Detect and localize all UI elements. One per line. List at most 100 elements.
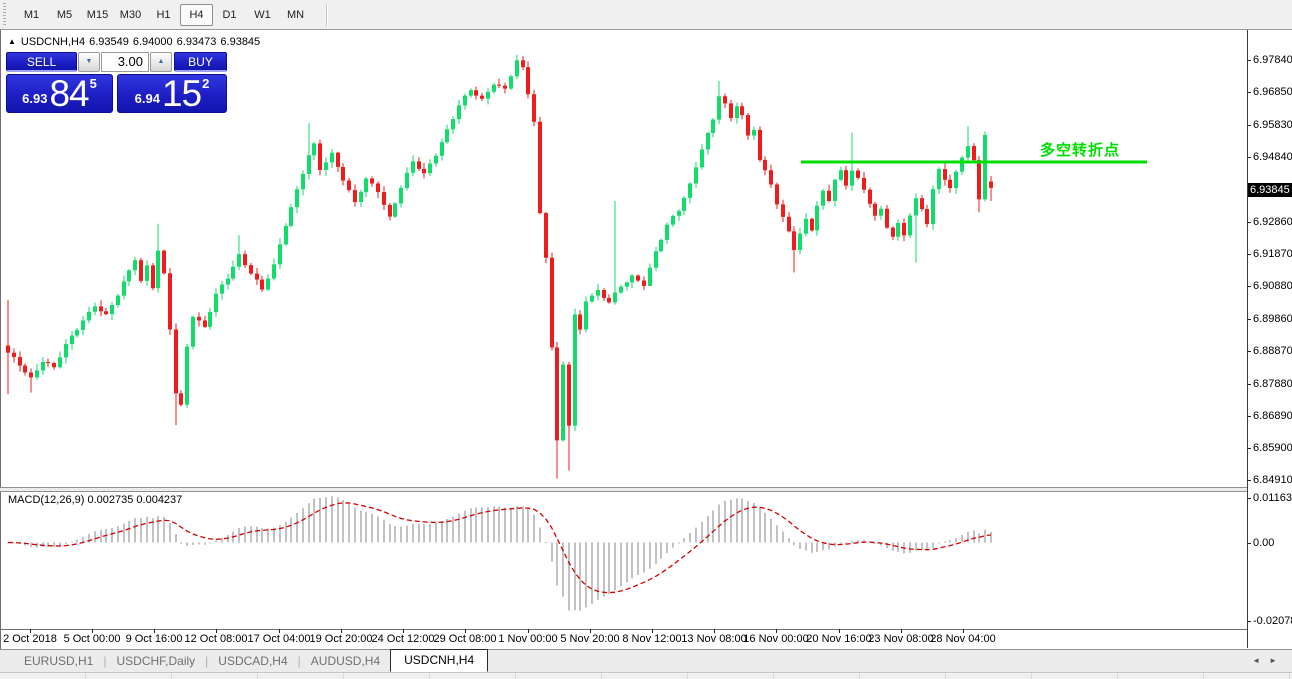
price-axis-label: 6.84910 <box>1253 474 1292 486</box>
macd-bottom-border <box>0 629 1247 630</box>
time-axis-tick <box>92 629 93 633</box>
time-axis-label: 5 Nov 20:00 <box>560 633 620 645</box>
chart-symbol-label: USDCNH,H4 <box>20 36 86 48</box>
timeframe-button-m15[interactable]: M15 <box>86 8 109 21</box>
time-axis-tick <box>963 629 964 633</box>
time-axis-tick <box>901 629 902 633</box>
chart-tab-eurusd-h1[interactable]: EURUSD,H1 <box>24 654 94 668</box>
ohlc-high: 6.94000 <box>132 36 173 48</box>
buy-price-point: 2 <box>202 76 210 91</box>
price-axis-tick <box>1247 60 1251 61</box>
collapse-panel-icon[interactable]: ▲ <box>8 37 16 46</box>
time-axis-tick <box>714 629 715 633</box>
candlestick-chart[interactable] <box>1 30 1247 487</box>
timeframe-button-d1[interactable]: D1 <box>222 8 237 21</box>
status-bar <box>0 672 1292 679</box>
price-axis-label: 6.85900 <box>1253 442 1292 454</box>
chart-tab-audusd-h4[interactable]: AUDUSD,H4 <box>310 654 381 668</box>
time-axis-label: 2 Oct 2018 <box>3 633 57 645</box>
macd-indicator-chart[interactable] <box>1 490 1247 629</box>
price-axis-label: 6.94840 <box>1253 151 1292 163</box>
current-price-tag: 6.93845 <box>1248 183 1292 197</box>
price-axis-label: 6.97840 <box>1253 54 1292 66</box>
price-axis-tick <box>1247 157 1251 158</box>
buy-price-prefix: 6.94 <box>134 91 160 106</box>
price-axis-tick <box>1247 286 1251 287</box>
price-axis-label: 6.91870 <box>1253 248 1292 260</box>
time-axis-label: 8 Nov 12:00 <box>622 633 682 645</box>
timeframe-button-mn[interactable]: MN <box>286 8 305 21</box>
timeframe-button-m5[interactable]: M5 <box>56 8 73 21</box>
time-axis-tick <box>528 629 529 633</box>
time-axis-tick <box>465 629 466 633</box>
macd-axis-tick <box>1247 498 1251 499</box>
chart-tabs: EURUSD,H1 | USDCHF,Daily | USDCAD,H4 | AUDUSD,… <box>14 649 489 672</box>
ohlc-open: 6.93549 <box>89 36 129 48</box>
timeframe-button-w1[interactable]: W1 <box>254 8 271 21</box>
price-axis-tick <box>1247 384 1251 385</box>
tab-scroll-right-icon[interactable]: ► <box>1269 656 1286 665</box>
time-axis-tick <box>341 629 342 633</box>
buy-price-pips: 15 <box>161 73 202 114</box>
time-axis-tick <box>652 629 653 633</box>
chart-tab-usdcad-h4[interactable]: USDCAD,H4 <box>218 654 288 668</box>
timeframe-button-h4[interactable]: H4 <box>180 3 213 26</box>
chevron-down-icon: ▼ <box>85 58 93 65</box>
volume-decrease-button[interactable]: ▼ <box>78 52 100 72</box>
chart-area-background <box>0 30 1292 649</box>
chart-tab-usdchf-daily[interactable]: USDCHF,Daily <box>116 654 196 668</box>
sell-price-box[interactable]: 6.93 84 5 <box>6 74 113 113</box>
buy-button[interactable]: BUY <box>174 52 227 72</box>
tab-scroll-left-icon[interactable]: ◄ <box>1252 656 1270 665</box>
time-axis-label: 16 Nov 00:00 <box>743 633 809 645</box>
timeframe-button-h1[interactable]: H1 <box>156 8 171 21</box>
chart-tab-usdcnh-h4[interactable]: USDCNH,H4 <box>390 649 489 672</box>
time-axis-tick <box>403 629 404 633</box>
tab-separator: | <box>103 654 107 668</box>
timeframe-button-m1[interactable]: M1 <box>23 8 40 21</box>
trendline-annotation-text[interactable]: 多空转折点 <box>1040 142 1121 159</box>
price-axis-tick <box>1247 319 1251 320</box>
price-axis-label: 6.88870 <box>1253 345 1292 357</box>
price-axis-label: 6.86890 <box>1253 410 1292 422</box>
price-axis-tick <box>1247 416 1251 417</box>
toolbar-grip-handle[interactable] <box>3 2 6 27</box>
time-axis-tick <box>30 629 31 633</box>
time-axis-tick <box>154 629 155 633</box>
price-axis-label: 6.90880 <box>1253 280 1292 292</box>
timeframe-buttons: M1 M5 M15 M30 H1 H4 D1 W1 MN <box>15 3 312 26</box>
toolbar-separator <box>326 3 327 26</box>
macd-axis-tick <box>1247 621 1251 622</box>
chart-tab-bar: EURUSD,H1 | USDCHF,Daily | USDCAD,H4 | AUDUSD,… <box>0 649 1292 672</box>
macd-axis-label: 0.00 <box>1253 537 1275 549</box>
sell-price-point: 5 <box>89 76 97 91</box>
price-axis-tick <box>1247 125 1251 126</box>
tab-separator: | <box>297 654 301 668</box>
sell-button[interactable]: SELL <box>6 52 77 72</box>
timeframe-button-m30[interactable]: M30 <box>119 8 142 21</box>
time-axis-label: 28 Nov 04:00 <box>930 633 996 645</box>
sell-price-pips: 84 <box>49 73 89 114</box>
price-axis-label: 6.95830 <box>1253 119 1292 131</box>
price-axis-label: 6.96850 <box>1253 86 1292 98</box>
macd-axis-label: 0.011636 <box>1253 492 1292 504</box>
time-axis-tick <box>776 629 777 633</box>
time-axis-tick <box>216 629 217 633</box>
time-axis-label: 12 Oct 08:00 <box>184 633 248 645</box>
price-axis-tick <box>1247 448 1251 449</box>
price-axis-tick <box>1247 480 1251 481</box>
volume-increase-button[interactable]: ▲ <box>150 52 172 72</box>
time-axis-label: 17 Oct 04:00 <box>247 633 311 645</box>
price-axis-tick <box>1247 254 1251 255</box>
time-axis-label: 13 Nov 08:00 <box>681 633 747 645</box>
price-axis-tick <box>1247 222 1251 223</box>
sell-price-prefix: 6.93 <box>22 91 48 106</box>
ohlc-low: 6.93473 <box>176 36 217 48</box>
volume-input[interactable]: 3.00 <box>101 52 149 72</box>
buy-price-box[interactable]: 6.94 15 2 <box>117 74 227 113</box>
time-axis-label: 23 Nov 08:00 <box>868 633 934 645</box>
time-axis-tick <box>839 629 840 633</box>
panel-splitter[interactable] <box>0 487 1247 492</box>
tab-scroll-arrows: ◄► <box>1252 656 1286 665</box>
time-axis-label: 1 Nov 00:00 <box>498 633 558 645</box>
